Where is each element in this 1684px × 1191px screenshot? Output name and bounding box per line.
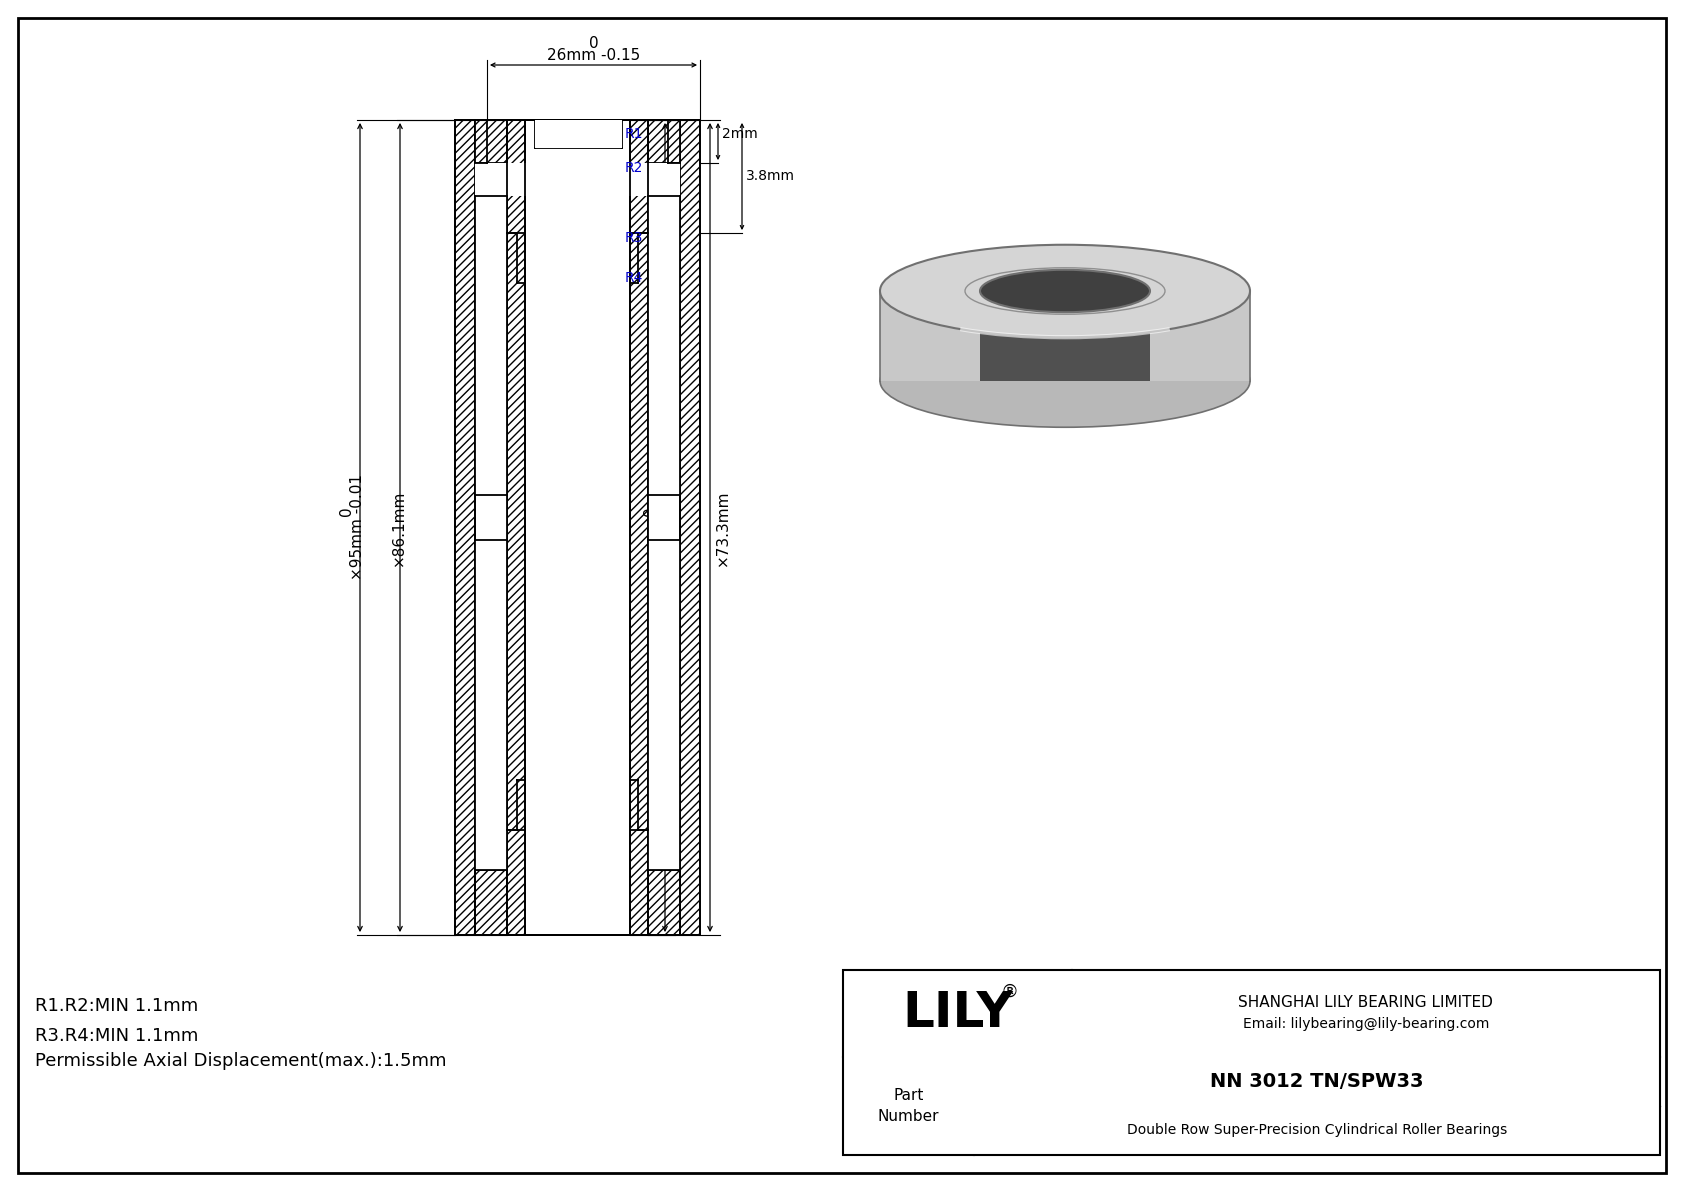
Text: Permissible Axial Displacement(max.):1.5mm: Permissible Axial Displacement(max.):1.5… — [35, 1052, 446, 1070]
Bar — [648, 283, 680, 540]
Bar — [536, 120, 621, 148]
Text: ×60mm -0.009: ×60mm -0.009 — [655, 469, 670, 585]
Bar — [475, 495, 680, 540]
Bar — [525, 120, 630, 935]
Text: 0: 0 — [643, 506, 658, 516]
Text: R3: R3 — [625, 231, 643, 245]
Text: 3.8mm: 3.8mm — [746, 169, 795, 183]
Ellipse shape — [881, 335, 1250, 428]
Bar — [648, 495, 680, 780]
Text: ×95mm -0.01: ×95mm -0.01 — [350, 474, 365, 580]
Bar — [475, 495, 507, 780]
Text: R1.R2:MIN 1.1mm: R1.R2:MIN 1.1mm — [35, 997, 199, 1015]
Bar — [475, 120, 680, 163]
Polygon shape — [881, 291, 1250, 381]
Bar — [680, 120, 701, 935]
Text: R2: R2 — [625, 161, 643, 175]
Bar — [507, 120, 648, 233]
Text: LILY: LILY — [903, 990, 1012, 1037]
Bar — [475, 869, 680, 935]
Text: Email: lilybearing@lily-bearing.com: Email: lilybearing@lily-bearing.com — [1243, 1017, 1489, 1031]
Text: R1: R1 — [625, 127, 643, 141]
Text: Part
Number: Part Number — [877, 1087, 940, 1124]
Text: ®: ® — [1000, 983, 1019, 1000]
Bar — [648, 197, 680, 283]
Text: R4: R4 — [625, 272, 643, 285]
Text: 0: 0 — [338, 506, 354, 516]
Text: NN 3012 TN/SPW33: NN 3012 TN/SPW33 — [1211, 1072, 1423, 1091]
Bar — [507, 830, 648, 935]
Text: Double Row Super-Precision Cylindrical Roller Bearings: Double Row Super-Precision Cylindrical R… — [1127, 1123, 1507, 1137]
Text: ×86.1mm: ×86.1mm — [391, 490, 406, 566]
Text: R3.R4:MIN 1.1mm: R3.R4:MIN 1.1mm — [35, 1027, 199, 1045]
Ellipse shape — [980, 269, 1150, 312]
Bar — [648, 780, 680, 869]
Bar — [844, 969, 1660, 1155]
Bar — [507, 120, 525, 935]
Text: 26mm -0.15: 26mm -0.15 — [547, 48, 640, 63]
Text: 0: 0 — [589, 36, 598, 51]
Text: SHANGHAI LILY BEARING LIMITED: SHANGHAI LILY BEARING LIMITED — [1238, 994, 1494, 1010]
Bar — [475, 163, 680, 197]
Polygon shape — [980, 291, 1150, 381]
Text: ×73.3mm: ×73.3mm — [714, 490, 729, 566]
Ellipse shape — [881, 244, 1250, 337]
Bar — [475, 197, 507, 283]
Bar — [475, 283, 507, 540]
Bar — [455, 120, 475, 935]
Text: 2mm: 2mm — [722, 126, 758, 141]
Bar — [630, 120, 648, 935]
Bar — [475, 780, 507, 869]
